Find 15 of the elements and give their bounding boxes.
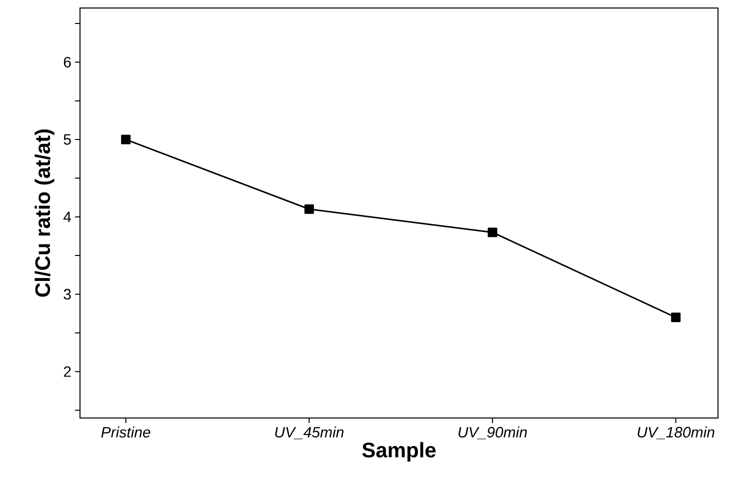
point [121,134,131,144]
point [488,228,498,238]
y-tick-label: 6 [64,56,71,68]
y-tick-label: 5 [64,134,71,145]
x-tick-label: UV_45min [275,426,344,440]
x-tick-label: Pristine [101,426,150,438]
point [304,204,314,214]
y-tick-label: 4 [63,212,72,222]
x-tick-label: UV_180min [638,426,714,440]
y-tick-label: 3 [64,288,71,300]
point [671,312,681,322]
y-tick-label: 2 [64,366,71,377]
x-tick-label: UV_90min [458,426,527,440]
x-axis-title: Sample [362,442,436,462]
y-axis-title: Cl/Cu ratio (at/at) [34,129,54,297]
